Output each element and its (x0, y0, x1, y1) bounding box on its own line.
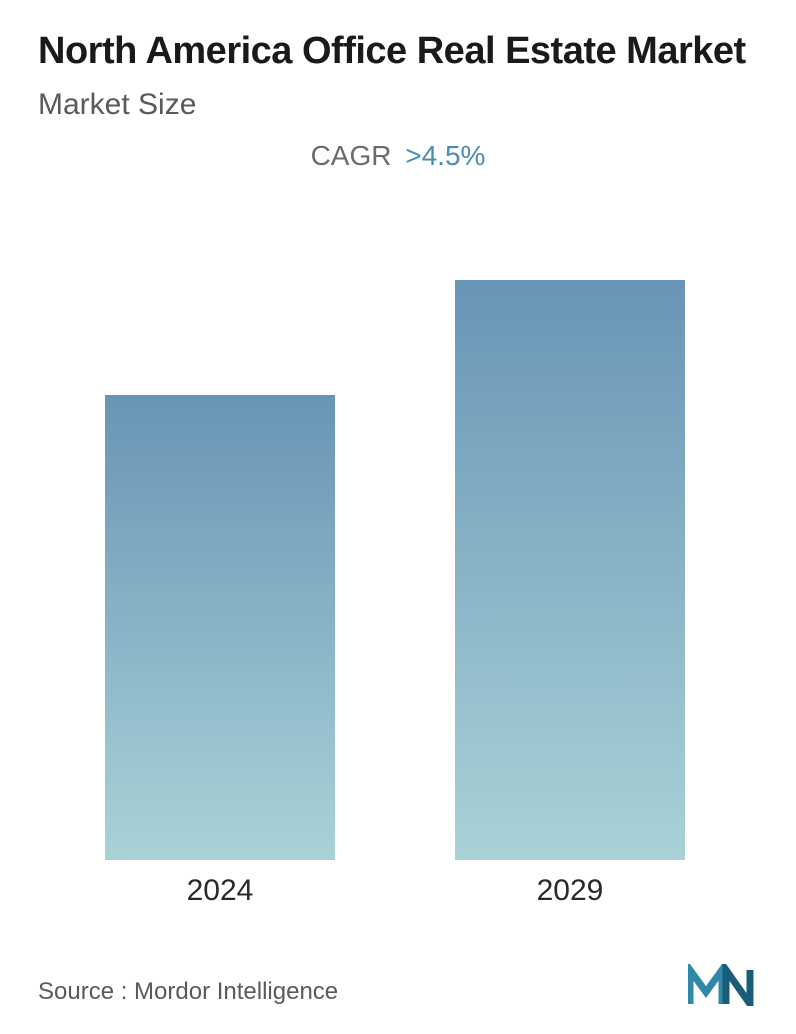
chart-title: North America Office Real Estate Market (38, 28, 758, 76)
cagr-value: >4.5% (405, 140, 485, 171)
mordor-logo-icon (688, 964, 758, 1006)
bar-label-2029: 2029 (455, 874, 685, 908)
infographic-card: North America Office Real Estate Market … (0, 0, 796, 1034)
chart-subtitle: Market Size (38, 88, 758, 122)
bar-2024 (105, 395, 335, 860)
bar-2029 (455, 280, 685, 860)
cagr-annotation: CAGR >4.5% (38, 140, 758, 172)
bar-chart: 2024 2029 (0, 260, 796, 900)
cagr-label: CAGR (311, 140, 392, 171)
bar-label-2024: 2024 (105, 874, 335, 908)
source-attribution: Source : Mordor Intelligence (38, 978, 338, 1006)
